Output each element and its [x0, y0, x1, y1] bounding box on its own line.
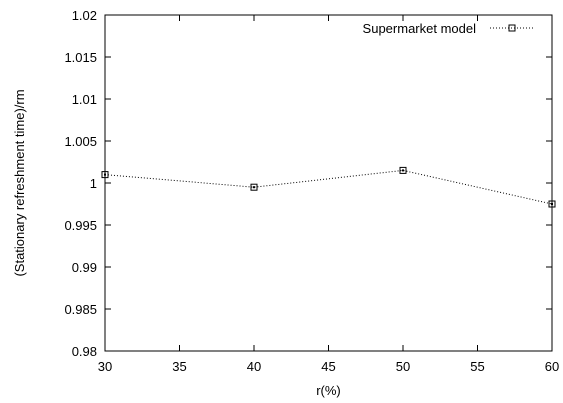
data-point-marker [399, 166, 407, 174]
x-tick-label: 55 [470, 359, 484, 374]
series-layer [101, 166, 556, 208]
y-tick-label: 0.99 [72, 260, 97, 275]
x-axis-ticks: 30 35 40 45 50 55 60 [98, 15, 559, 374]
data-point-marker [101, 171, 109, 179]
y-tick-label: 1.01 [72, 92, 97, 107]
legend-marker [508, 24, 516, 32]
x-tick-label: 35 [172, 359, 186, 374]
x-axis-label: r(%) [316, 383, 341, 398]
y-tick-label: 1 [90, 176, 97, 191]
y-tick-label: 1.015 [64, 50, 97, 65]
y-tick-label: 0.995 [64, 218, 97, 233]
data-point-marker-center [551, 203, 553, 205]
data-point-marker [548, 200, 556, 208]
y-tick-label: 0.98 [72, 344, 97, 359]
y-tick-label: 0.985 [64, 302, 97, 317]
y-tick-label: 1.02 [72, 8, 97, 23]
data-point-marker-center [253, 186, 255, 189]
x-tick-label: 45 [321, 359, 335, 374]
x-tick-label: 30 [98, 359, 112, 374]
data-point-marker-center [402, 169, 404, 172]
plot-area-frame [104, 14, 553, 352]
x-tick-label: 40 [247, 359, 261, 374]
x-tick-label: 60 [545, 359, 559, 374]
y-axis-label: (Stationary refreshment time)/rm [12, 89, 27, 276]
data-point-marker-center [104, 173, 106, 176]
x-tick-label: 50 [396, 359, 410, 374]
y-axis-ticks: 0.98 0.985 0.99 0.995 1 1.005 1.01 1.015 1.02 [64, 8, 552, 359]
legend-label: Supermarket model [363, 21, 477, 36]
series-line [104, 169, 553, 205]
y-tick-label: 1.005 [64, 134, 97, 149]
legend: Supermarket model [363, 21, 534, 36]
data-point-marker [250, 183, 258, 191]
